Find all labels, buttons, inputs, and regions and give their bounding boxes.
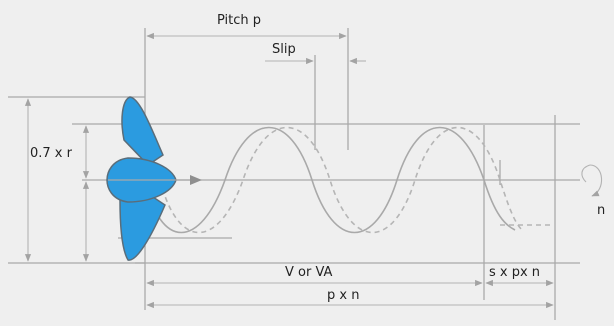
propeller-blade-bottom <box>119 194 166 261</box>
rotation-arc-icon <box>581 164 591 183</box>
slip-label: Slip <box>272 42 296 57</box>
radius-fraction-label: 0.7 x r <box>30 146 73 161</box>
thrust-arrow-head <box>190 175 202 185</box>
pitch-revs-label: p x n <box>327 288 359 303</box>
revolutions-label: n <box>597 203 605 218</box>
advance-path-wave <box>159 126 523 234</box>
dimension-arrows <box>24 32 554 309</box>
pitch-label: Pitch p <box>217 13 261 28</box>
rotation-arrow-icon <box>589 164 603 197</box>
advance-speed-label: V or VA <box>285 265 333 280</box>
blade-path-wave <box>144 126 516 234</box>
propeller-blade-top <box>121 96 164 166</box>
horizontal-guides <box>8 96 580 264</box>
slip-distance-label: s x px n <box>489 265 540 280</box>
propeller <box>106 96 202 261</box>
